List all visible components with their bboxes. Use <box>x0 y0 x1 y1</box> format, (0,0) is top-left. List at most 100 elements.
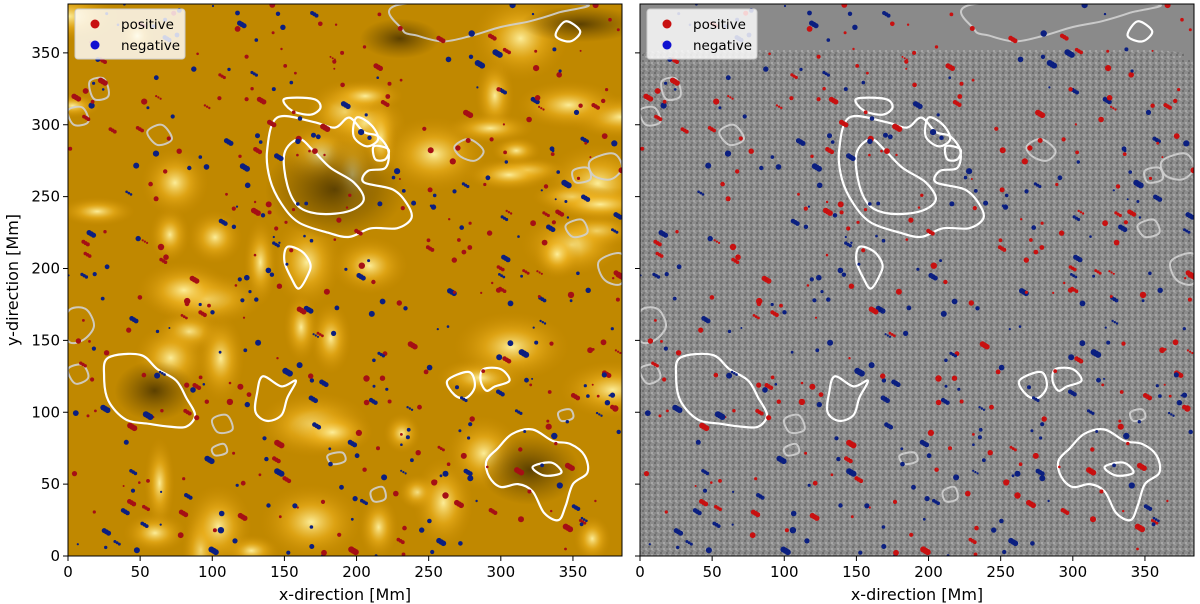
point-positive <box>959 81 964 86</box>
point-negative <box>91 346 96 351</box>
point-positive <box>814 316 818 319</box>
point-positive <box>518 469 525 476</box>
point-negative <box>504 160 508 164</box>
point-positive <box>605 88 609 92</box>
legend-label-negative: negative <box>693 38 752 54</box>
point-negative <box>911 484 916 490</box>
point-negative <box>837 267 844 274</box>
point-positive <box>430 247 435 252</box>
point-positive <box>526 271 530 275</box>
point-negative <box>881 238 886 243</box>
point-positive <box>578 519 582 522</box>
point-positive <box>529 383 533 387</box>
point-positive <box>712 128 716 133</box>
point-positive <box>400 433 403 436</box>
point-positive <box>731 97 734 100</box>
point-positive <box>559 212 565 217</box>
point-negative <box>88 102 95 109</box>
point-negative <box>664 81 668 85</box>
point-positive <box>578 103 583 108</box>
point-negative <box>868 202 872 206</box>
point-positive <box>829 149 835 155</box>
point-positive <box>355 429 362 436</box>
point-negative <box>816 165 822 172</box>
point-positive <box>643 471 650 477</box>
point-negative <box>170 114 175 119</box>
point-negative <box>133 547 140 554</box>
point-negative <box>648 543 651 546</box>
point-positive <box>1155 521 1159 525</box>
contour-faint <box>369 485 387 503</box>
point-negative <box>104 264 110 270</box>
bright-region <box>309 301 352 376</box>
point-negative <box>531 12 535 16</box>
point-negative <box>255 339 262 346</box>
point-positive <box>989 404 994 410</box>
point-positive <box>1147 395 1153 401</box>
point-positive <box>296 153 299 157</box>
point-negative <box>895 382 901 388</box>
point-positive <box>713 372 719 378</box>
plot-frame-left <box>67 3 623 557</box>
point-negative <box>804 538 810 544</box>
contour-faint <box>597 252 622 286</box>
y-tick-label: 200 <box>31 260 60 278</box>
point-negative <box>429 204 433 208</box>
point-negative <box>826 297 831 302</box>
point-positive <box>1081 212 1085 215</box>
point-positive <box>276 357 279 360</box>
point-positive <box>1180 17 1184 22</box>
point-positive <box>880 149 883 153</box>
point-positive <box>843 122 849 128</box>
point-positive <box>1079 50 1083 55</box>
point-negative <box>432 193 437 198</box>
point-negative <box>285 262 289 266</box>
point-positive <box>1131 212 1137 217</box>
point-positive <box>1061 137 1066 142</box>
point-negative <box>1076 160 1081 164</box>
point-positive <box>1024 290 1028 294</box>
point-positive <box>1110 105 1113 108</box>
point-negative <box>1024 189 1029 194</box>
point-positive <box>868 153 871 157</box>
point-negative <box>983 200 989 206</box>
point-negative <box>1048 86 1051 89</box>
point-negative <box>315 134 321 140</box>
point-negative <box>312 333 315 336</box>
point-positive <box>398 178 401 180</box>
point-negative <box>115 541 119 545</box>
point-negative <box>991 527 997 533</box>
contour-coronal-hole <box>351 116 380 148</box>
point-negative <box>135 235 141 242</box>
point-negative <box>1126 198 1129 201</box>
point-negative <box>502 275 506 279</box>
point-positive <box>567 291 575 299</box>
point-positive <box>564 547 567 551</box>
point-negative <box>616 429 621 435</box>
point-positive <box>396 300 402 306</box>
point-positive <box>1139 291 1147 299</box>
point-positive <box>1108 270 1111 273</box>
point-positive <box>283 64 288 68</box>
point-negative <box>807 483 811 487</box>
point-negative <box>419 527 425 533</box>
point-negative <box>978 406 981 409</box>
point-positive <box>324 126 331 132</box>
point-negative <box>271 87 276 92</box>
point-negative <box>265 267 272 274</box>
point-negative <box>707 235 713 242</box>
point-positive <box>973 552 978 556</box>
x-tick-label: 200 <box>914 563 943 581</box>
point-negative <box>427 518 432 524</box>
point-positive <box>1090 447 1095 452</box>
point-positive <box>329 55 332 58</box>
point-negative <box>401 189 406 193</box>
point-positive <box>437 445 441 449</box>
point-negative <box>784 549 791 556</box>
point-positive <box>194 278 200 284</box>
point-positive <box>538 105 541 108</box>
dark-region <box>479 434 580 505</box>
point-negative <box>600 414 603 417</box>
point-positive <box>971 78 975 82</box>
bright-region <box>136 261 232 320</box>
